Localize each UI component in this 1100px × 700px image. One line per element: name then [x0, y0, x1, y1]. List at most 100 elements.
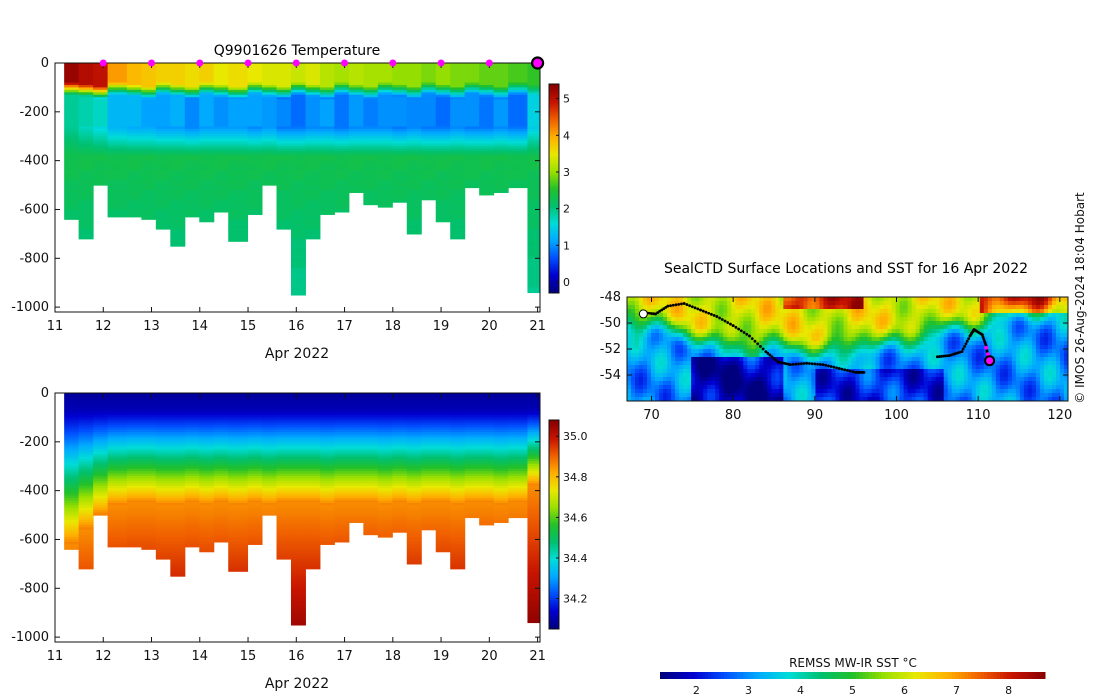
colorbar-swatch	[549, 520, 559, 523]
sst-cell	[1003, 297, 1009, 302]
temperature-cell	[228, 167, 249, 172]
temperature-cell	[184, 170, 200, 174]
temperature-cell	[464, 72, 480, 76]
salinity-cell	[276, 537, 292, 541]
salinity-cell	[527, 456, 540, 460]
salinity-cell	[247, 483, 263, 487]
temperature-cell	[319, 172, 335, 176]
temperature-cell	[319, 163, 335, 167]
salinity-cell	[126, 471, 142, 475]
salinity-cell	[276, 395, 292, 399]
temperature-cell	[170, 133, 186, 137]
temperature-cell	[276, 131, 292, 135]
salinity-cell	[126, 461, 142, 465]
salinity-cell	[334, 412, 350, 416]
temperature-cell	[199, 114, 215, 118]
temperature-cell	[170, 70, 186, 74]
sst-cell	[1007, 309, 1013, 314]
salinity-cell	[319, 427, 335, 431]
sst-cell	[939, 305, 945, 310]
colorbar-swatch	[549, 595, 559, 599]
temperature-cell	[64, 209, 80, 213]
salinity-cell	[527, 444, 540, 448]
temperature-cell	[290, 241, 306, 245]
sst-cell	[911, 309, 917, 314]
salinity-cell	[93, 488, 109, 492]
salinity-cell	[348, 500, 364, 504]
temperature-cell	[213, 97, 229, 101]
temperature-cell	[479, 160, 495, 164]
salinity-cell	[276, 456, 292, 460]
salinity-cell	[262, 400, 277, 404]
temperature-cell	[262, 89, 277, 93]
salinity-cell	[213, 463, 229, 467]
salinity-cell	[78, 559, 94, 563]
temperature-cell	[228, 70, 249, 74]
salinity-cell	[348, 483, 364, 487]
temperature-cell	[305, 102, 321, 106]
temperature-cell	[527, 236, 540, 240]
temperature-cell	[464, 175, 480, 179]
temperature-cell	[228, 82, 249, 86]
salinity-cell	[126, 529, 142, 533]
salinity-cell	[464, 441, 480, 445]
temperature-cell	[305, 99, 321, 103]
salinity-cell	[464, 424, 480, 428]
temperature-cell	[78, 82, 94, 86]
temperature-cell	[107, 197, 128, 201]
sst-cell	[711, 305, 716, 310]
sst-cell	[939, 301, 945, 306]
salinity-cell	[348, 422, 364, 426]
salinity-cell	[334, 493, 350, 497]
salinity-cell	[464, 488, 480, 492]
temperature-profile	[184, 63, 200, 218]
temperature-cell	[290, 153, 306, 157]
temperature-cell	[435, 119, 451, 123]
temperature-cell	[305, 202, 321, 206]
temperature-cell	[290, 126, 306, 130]
salinity-cell	[276, 449, 292, 453]
salinity-cell	[64, 490, 80, 494]
temperature-cell	[155, 192, 171, 196]
salinity-cell	[262, 451, 277, 455]
salinity-cell	[228, 502, 249, 506]
salinity-cell	[228, 427, 249, 431]
salinity-cell	[276, 556, 292, 560]
temperature-cell	[199, 121, 215, 125]
temperature-cell	[155, 175, 171, 179]
colorbar-swatch	[549, 616, 559, 620]
salinity-cell	[228, 402, 249, 406]
temperature-cell	[262, 138, 277, 142]
salinity-cell	[435, 485, 451, 489]
temperature-cell	[363, 116, 379, 120]
temperature-cell	[78, 65, 94, 69]
salinity-cell	[527, 446, 540, 450]
salinity-cell	[228, 407, 249, 411]
temperature-cell	[406, 92, 422, 96]
sst-cell	[1043, 305, 1049, 310]
sst-cell	[819, 309, 824, 314]
temperature-cell	[392, 185, 408, 189]
salinity-cell	[93, 500, 109, 504]
temperature-cell	[479, 153, 495, 157]
temperature-cell	[213, 180, 229, 184]
temperature-cell	[450, 214, 466, 218]
temperature-cell	[78, 224, 94, 228]
salinity-cell	[421, 444, 437, 448]
salinity-cell	[155, 410, 171, 414]
sst-cell	[975, 309, 981, 314]
temperature-cell	[508, 102, 528, 106]
salinity-profile	[78, 393, 94, 570]
sst-cell	[931, 301, 937, 306]
temperature-cell	[64, 109, 80, 113]
temperature-cell	[262, 63, 277, 67]
sst-cell	[787, 301, 792, 306]
salinity-cell	[78, 395, 94, 399]
sst-cell	[1059, 297, 1065, 302]
salinity-cell	[276, 529, 292, 533]
salinity-cell	[527, 463, 540, 467]
salinity-cell	[406, 510, 422, 514]
sst-cell	[763, 301, 768, 306]
salinity-cell	[262, 471, 277, 475]
temperature-cell	[464, 167, 480, 172]
